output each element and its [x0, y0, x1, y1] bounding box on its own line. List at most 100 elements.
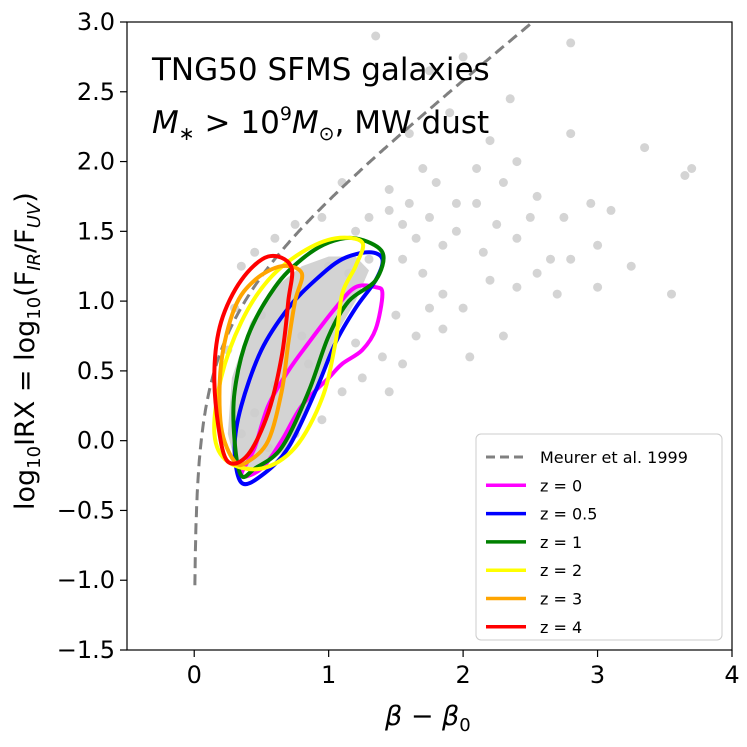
scatter-point	[411, 233, 421, 243]
ylabel-sub10: 10	[24, 446, 45, 469]
scatter-point	[431, 178, 441, 187]
contour-5	[212, 253, 295, 466]
scatter-point	[566, 129, 576, 139]
scatter-point	[472, 164, 482, 173]
scatter-point	[451, 198, 461, 208]
ylabel-close: )	[10, 192, 41, 203]
scatter-point	[465, 352, 475, 362]
scatter-point	[478, 247, 488, 257]
scatter-point	[317, 212, 327, 222]
scatter-point	[640, 143, 650, 153]
scatter-point	[398, 219, 408, 229]
scatter-point	[680, 171, 690, 180]
scatter-point	[593, 282, 603, 292]
scatter-point	[364, 254, 374, 264]
scatter-point	[512, 157, 522, 167]
ylabel-uv: UV	[24, 201, 45, 228]
plot-area	[193, 22, 697, 586]
title-exp: 9	[280, 103, 292, 125]
scatter-point	[485, 275, 495, 285]
ylabel-open: (F	[10, 271, 41, 297]
scatter-point	[357, 373, 367, 383]
scatter-point	[451, 226, 461, 236]
scatter-point	[552, 289, 562, 299]
y-tick-label: −1.5	[57, 636, 115, 664]
legend-label-6: z = 4	[540, 618, 582, 637]
scatter-point	[425, 212, 434, 222]
y-tick-label: 2.0	[77, 148, 115, 176]
scatter-point	[472, 198, 482, 208]
y-tick-label: 3.0	[77, 8, 115, 36]
scatter-point	[418, 164, 428, 173]
chart-title-line1: TNG50 SFMS galaxies	[151, 52, 490, 88]
scatter-point	[438, 324, 448, 334]
scatter-point	[559, 212, 569, 222]
scatter-point	[566, 38, 576, 48]
xlabel-sub: 0	[459, 715, 470, 736]
x-tick-label: 4	[724, 661, 739, 689]
x-axis-ticks: 0 1 2 3 4	[187, 650, 740, 689]
scatter-point	[304, 359, 313, 369]
scatter-point	[438, 240, 448, 250]
scatter-point	[250, 408, 260, 418]
scatter-point	[532, 191, 542, 201]
scatter-point	[438, 289, 448, 299]
scatter-point	[377, 352, 387, 362]
scatter-point	[398, 254, 408, 264]
scatter-point	[498, 331, 508, 341]
scatter-point	[586, 198, 596, 208]
title-m-star: M	[152, 105, 179, 141]
legend-label-1: z = 0	[540, 476, 582, 495]
title-m-sun: M	[292, 105, 319, 141]
contour-3	[212, 235, 366, 472]
chart-title-line2: M∗ > 109M⊙, MW dust	[152, 103, 489, 145]
scatter-point	[458, 52, 468, 62]
x-tick-label: 2	[455, 661, 470, 689]
legend-label-2: z = 0.5	[540, 505, 597, 524]
legend-label-4: z = 2	[540, 561, 582, 580]
title-suffix: , MW dust	[335, 105, 490, 141]
scatter-point	[525, 212, 535, 222]
legend-label-5: z = 3	[540, 590, 582, 609]
scatter-point	[505, 94, 515, 104]
y-tick-label: −0.5	[57, 496, 115, 524]
scatter-point	[411, 331, 421, 341]
contour-layer	[212, 235, 386, 487]
title-sun-sub: ⊙	[319, 123, 335, 145]
scatter-point	[351, 338, 361, 348]
plot-frame	[126, 21, 733, 651]
legend-items: Meurer et al. 1999 z = 0 z = 0.5 z = 1 z = 2…	[486, 448, 688, 637]
scatter-point	[512, 282, 522, 292]
scatter-point	[371, 31, 381, 41]
x-tick-label: 3	[590, 661, 605, 689]
contour-4	[217, 263, 305, 468]
y-axis-label: log10IRX = log10(FIR/FUV)	[10, 192, 45, 510]
legend-label-0: Meurer et al. 1999	[540, 448, 688, 467]
legend-label-3: z = 1	[540, 533, 582, 552]
ylabel-log: log	[10, 469, 41, 510]
x-tick-label: 1	[321, 661, 336, 689]
ylabel-mid: IRX = log	[10, 320, 41, 446]
scatter-point	[384, 185, 394, 194]
scatter-point	[351, 226, 361, 236]
scatter-point	[404, 198, 414, 208]
scatter-point	[364, 212, 374, 222]
scatter-point	[546, 254, 555, 264]
legend: Meurer et al. 1999 z = 0 z = 0.5 z = 1 z = 2…	[475, 433, 723, 641]
xlabel-main: β − β	[384, 701, 459, 732]
title-star-sub: ∗	[179, 123, 195, 145]
scatter-point	[425, 66, 434, 76]
legend-frame	[475, 433, 723, 641]
scatter-point	[606, 205, 616, 215]
ylabel-sub10b: 10	[24, 297, 45, 320]
x-tick-label: 0	[187, 661, 202, 689]
scatter-point	[384, 387, 394, 397]
y-tick-label: 1.0	[77, 287, 115, 315]
scatter-point	[270, 233, 280, 243]
ylabel-ir: IR	[24, 253, 45, 271]
scatter-point	[667, 289, 676, 299]
scatter-point	[317, 415, 327, 425]
scatter-point	[290, 219, 300, 229]
scatter-point	[297, 331, 307, 341]
contour-2	[231, 235, 386, 480]
